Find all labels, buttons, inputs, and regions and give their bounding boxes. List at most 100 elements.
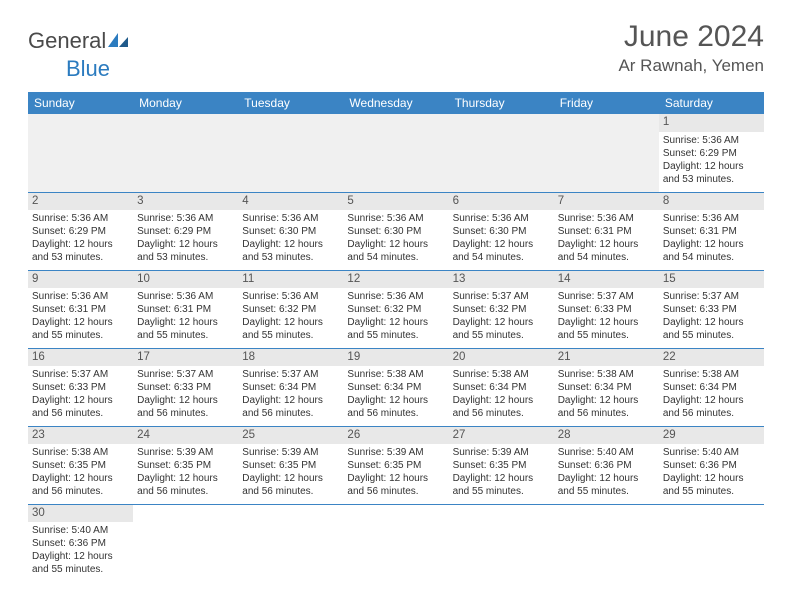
day-cell: 26Sunrise: 5:39 AMSunset: 6:35 PMDayligh… <box>343 426 448 504</box>
day-cell: 27Sunrise: 5:39 AMSunset: 6:35 PMDayligh… <box>449 426 554 504</box>
day-cell: 2Sunrise: 5:36 AMSunset: 6:29 PMDaylight… <box>28 192 133 270</box>
day-cell: 15Sunrise: 5:37 AMSunset: 6:33 PMDayligh… <box>659 270 764 348</box>
day-number: 28 <box>554 427 659 445</box>
day-number: 4 <box>238 193 343 211</box>
logo-sail-icon <box>108 28 130 54</box>
day-cell: 23Sunrise: 5:38 AMSunset: 6:35 PMDayligh… <box>28 426 133 504</box>
day-details: Sunrise: 5:36 AMSunset: 6:31 PMDaylight:… <box>133 288 238 344</box>
day-number: 19 <box>343 349 448 367</box>
day-number: 2 <box>28 193 133 211</box>
weekday-header-row: SundayMondayTuesdayWednesdayThursdayFrid… <box>28 92 764 114</box>
day-cell: 14Sunrise: 5:37 AMSunset: 6:33 PMDayligh… <box>554 270 659 348</box>
day-number: 3 <box>133 193 238 211</box>
day-details: Sunrise: 5:36 AMSunset: 6:32 PMDaylight:… <box>238 288 343 344</box>
empty-cell <box>343 504 448 582</box>
weekday-header: Thursday <box>449 92 554 114</box>
calendar-row: 2Sunrise: 5:36 AMSunset: 6:29 PMDaylight… <box>28 192 764 270</box>
day-details: Sunrise: 5:36 AMSunset: 6:29 PMDaylight:… <box>28 210 133 266</box>
logo-part2: Blue <box>66 56 110 81</box>
day-cell: 21Sunrise: 5:38 AMSunset: 6:34 PMDayligh… <box>554 348 659 426</box>
day-details: Sunrise: 5:40 AMSunset: 6:36 PMDaylight:… <box>28 522 133 578</box>
day-number: 8 <box>659 193 764 211</box>
header: General Blue June 2024 Ar Rawnah, Yemen <box>28 20 764 82</box>
day-number: 30 <box>28 505 133 523</box>
day-cell: 12Sunrise: 5:36 AMSunset: 6:32 PMDayligh… <box>343 270 448 348</box>
day-cell: 29Sunrise: 5:40 AMSunset: 6:36 PMDayligh… <box>659 426 764 504</box>
day-number: 26 <box>343 427 448 445</box>
weekday-header: Monday <box>133 92 238 114</box>
day-details: Sunrise: 5:37 AMSunset: 6:32 PMDaylight:… <box>449 288 554 344</box>
day-cell: 9Sunrise: 5:36 AMSunset: 6:31 PMDaylight… <box>28 270 133 348</box>
day-number: 10 <box>133 271 238 289</box>
day-number: 1 <box>659 114 764 132</box>
day-number: 15 <box>659 271 764 289</box>
day-number: 13 <box>449 271 554 289</box>
day-details: Sunrise: 5:37 AMSunset: 6:33 PMDaylight:… <box>28 366 133 422</box>
calendar-table: SundayMondayTuesdayWednesdayThursdayFrid… <box>28 92 764 582</box>
calendar-row: 30Sunrise: 5:40 AMSunset: 6:36 PMDayligh… <box>28 504 764 582</box>
day-number: 16 <box>28 349 133 367</box>
day-details: Sunrise: 5:38 AMSunset: 6:35 PMDaylight:… <box>28 444 133 500</box>
day-cell: 6Sunrise: 5:36 AMSunset: 6:30 PMDaylight… <box>449 192 554 270</box>
day-details: Sunrise: 5:36 AMSunset: 6:30 PMDaylight:… <box>343 210 448 266</box>
day-details: Sunrise: 5:39 AMSunset: 6:35 PMDaylight:… <box>449 444 554 500</box>
day-cell: 30Sunrise: 5:40 AMSunset: 6:36 PMDayligh… <box>28 504 133 582</box>
calendar-row: 9Sunrise: 5:36 AMSunset: 6:31 PMDaylight… <box>28 270 764 348</box>
day-details: Sunrise: 5:40 AMSunset: 6:36 PMDaylight:… <box>554 444 659 500</box>
day-details: Sunrise: 5:38 AMSunset: 6:34 PMDaylight:… <box>449 366 554 422</box>
logo-part1: General <box>28 28 106 53</box>
day-cell: 22Sunrise: 5:38 AMSunset: 6:34 PMDayligh… <box>659 348 764 426</box>
weekday-header: Wednesday <box>343 92 448 114</box>
day-details: Sunrise: 5:38 AMSunset: 6:34 PMDaylight:… <box>554 366 659 422</box>
day-number: 23 <box>28 427 133 445</box>
day-cell: 4Sunrise: 5:36 AMSunset: 6:30 PMDaylight… <box>238 192 343 270</box>
day-number: 22 <box>659 349 764 367</box>
empty-cell <box>133 504 238 582</box>
empty-cell <box>554 504 659 582</box>
day-details: Sunrise: 5:36 AMSunset: 6:30 PMDaylight:… <box>238 210 343 266</box>
day-cell: 11Sunrise: 5:36 AMSunset: 6:32 PMDayligh… <box>238 270 343 348</box>
day-number: 11 <box>238 271 343 289</box>
day-cell: 10Sunrise: 5:36 AMSunset: 6:31 PMDayligh… <box>133 270 238 348</box>
title-block: June 2024 Ar Rawnah, Yemen <box>618 20 764 76</box>
day-cell: 5Sunrise: 5:36 AMSunset: 6:30 PMDaylight… <box>343 192 448 270</box>
day-cell: 18Sunrise: 5:37 AMSunset: 6:34 PMDayligh… <box>238 348 343 426</box>
day-number: 12 <box>343 271 448 289</box>
day-details: Sunrise: 5:38 AMSunset: 6:34 PMDaylight:… <box>659 366 764 422</box>
weekday-header: Sunday <box>28 92 133 114</box>
day-details: Sunrise: 5:36 AMSunset: 6:32 PMDaylight:… <box>343 288 448 344</box>
day-number: 27 <box>449 427 554 445</box>
empty-cell <box>238 114 343 192</box>
calendar-row: 16Sunrise: 5:37 AMSunset: 6:33 PMDayligh… <box>28 348 764 426</box>
day-details: Sunrise: 5:37 AMSunset: 6:33 PMDaylight:… <box>133 366 238 422</box>
day-details: Sunrise: 5:39 AMSunset: 6:35 PMDaylight:… <box>343 444 448 500</box>
day-number: 29 <box>659 427 764 445</box>
day-details: Sunrise: 5:36 AMSunset: 6:30 PMDaylight:… <box>449 210 554 266</box>
day-cell: 25Sunrise: 5:39 AMSunset: 6:35 PMDayligh… <box>238 426 343 504</box>
day-number: 18 <box>238 349 343 367</box>
weekday-header: Friday <box>554 92 659 114</box>
empty-cell <box>28 114 133 192</box>
empty-cell <box>449 504 554 582</box>
calendar-row: 23Sunrise: 5:38 AMSunset: 6:35 PMDayligh… <box>28 426 764 504</box>
day-details: Sunrise: 5:40 AMSunset: 6:36 PMDaylight:… <box>659 444 764 500</box>
location: Ar Rawnah, Yemen <box>618 56 764 76</box>
day-cell: 24Sunrise: 5:39 AMSunset: 6:35 PMDayligh… <box>133 426 238 504</box>
day-cell: 20Sunrise: 5:38 AMSunset: 6:34 PMDayligh… <box>449 348 554 426</box>
empty-cell <box>449 114 554 192</box>
day-details: Sunrise: 5:36 AMSunset: 6:31 PMDaylight:… <box>28 288 133 344</box>
day-details: Sunrise: 5:36 AMSunset: 6:29 PMDaylight:… <box>659 132 764 188</box>
empty-cell <box>554 114 659 192</box>
day-number: 5 <box>343 193 448 211</box>
day-details: Sunrise: 5:39 AMSunset: 6:35 PMDaylight:… <box>238 444 343 500</box>
day-cell: 1Sunrise: 5:36 AMSunset: 6:29 PMDaylight… <box>659 114 764 192</box>
day-cell: 19Sunrise: 5:38 AMSunset: 6:34 PMDayligh… <box>343 348 448 426</box>
day-cell: 8Sunrise: 5:36 AMSunset: 6:31 PMDaylight… <box>659 192 764 270</box>
day-number: 20 <box>449 349 554 367</box>
empty-cell <box>659 504 764 582</box>
empty-cell <box>343 114 448 192</box>
day-number: 9 <box>28 271 133 289</box>
day-cell: 13Sunrise: 5:37 AMSunset: 6:32 PMDayligh… <box>449 270 554 348</box>
day-cell: 28Sunrise: 5:40 AMSunset: 6:36 PMDayligh… <box>554 426 659 504</box>
day-cell: 7Sunrise: 5:36 AMSunset: 6:31 PMDaylight… <box>554 192 659 270</box>
